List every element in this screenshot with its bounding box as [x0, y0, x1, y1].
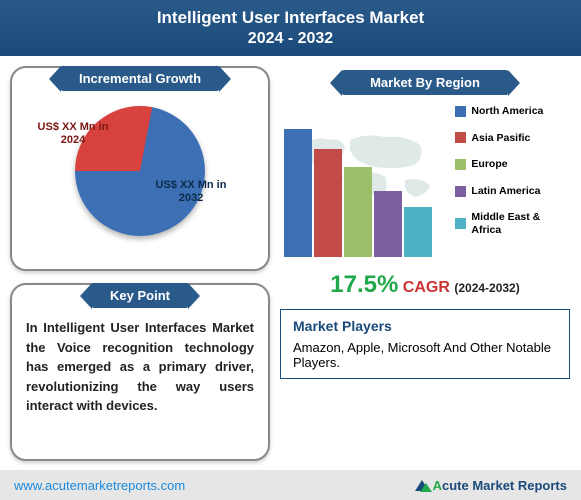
- logo-text-rest: cute Market Reports: [442, 478, 567, 493]
- pie-label-2024: US$ XX Mn in 2024: [34, 121, 112, 147]
- bar: [344, 167, 372, 257]
- cagr-percent: 17.5%: [330, 271, 398, 298]
- cagr-label: CAGR: [403, 279, 450, 296]
- legend-item: Middle East & Africa: [455, 211, 570, 236]
- legend-swatch: [455, 159, 466, 170]
- legend-swatch: [455, 218, 466, 229]
- region-ribbon: Market By Region: [342, 70, 508, 95]
- footer-logo: Acute Market Reports: [415, 478, 567, 493]
- legend-item: Asia Pasific: [455, 132, 570, 145]
- legend-label: Europe: [471, 158, 507, 171]
- header: Intelligent User Interfaces Market 2024 …: [0, 0, 581, 56]
- region-legend: North America Asia Pasific Europe Latin Ame…: [455, 105, 570, 251]
- incremental-panel: Incremental Growth US$ XX Mn in 2024 US$…: [10, 66, 270, 271]
- page-title: Intelligent User Interfaces Market: [0, 8, 581, 28]
- cagr-line: 17.5% CAGR (2024-2032): [280, 271, 570, 299]
- pie-label-2032: US$ XX Mn in 2032: [152, 179, 230, 205]
- legend-item: North America: [455, 105, 570, 118]
- bar-chart: [280, 105, 449, 265]
- keypoint-panel: Key Point In Intelligent User Interfaces…: [10, 283, 270, 461]
- incremental-ribbon: Incremental Growth: [61, 66, 219, 91]
- players-text: Amazon, Apple, Microsoft And Other Notab…: [293, 340, 557, 370]
- legend-swatch: [455, 132, 466, 143]
- players-title: Market Players: [293, 318, 557, 334]
- keypoint-ribbon: Key Point: [92, 283, 188, 308]
- legend-item: Latin America: [455, 185, 570, 198]
- bar: [374, 191, 402, 257]
- pie-chart: US$ XX Mn in 2024 US$ XX Mn in 2032: [12, 91, 268, 251]
- legend-swatch: [455, 106, 466, 117]
- logo-icon: [415, 480, 429, 491]
- keypoint-text: In Intelligent User Interfaces Market th…: [12, 308, 268, 416]
- bar: [284, 129, 312, 257]
- legend-label: Middle East & Africa: [471, 211, 570, 236]
- bars-container: [284, 129, 432, 257]
- right-column: Market By Region North America Asia Pasif…: [280, 66, 570, 473]
- players-box: Market Players Amazon, Apple, Microsoft …: [280, 309, 570, 379]
- logo-text-a: A: [433, 478, 442, 493]
- bar: [404, 207, 432, 257]
- legend-swatch: [455, 186, 466, 197]
- legend-label: Latin America: [471, 185, 540, 198]
- bar: [314, 149, 342, 257]
- year-range: 2024 - 2032: [0, 30, 581, 48]
- cagr-range: (2024-2032): [454, 281, 519, 295]
- legend-item: Europe: [455, 158, 570, 171]
- region-chart: North America Asia Pasific Europe Latin Ame…: [280, 105, 570, 265]
- footer: www.acutemarketreports.com Acute Market …: [0, 470, 581, 500]
- legend-label: Asia Pasific: [471, 132, 530, 145]
- legend-label: North America: [471, 105, 543, 118]
- main-content: Incremental Growth US$ XX Mn in 2024 US$…: [0, 56, 581, 473]
- left-column: Incremental Growth US$ XX Mn in 2024 US$…: [10, 66, 270, 473]
- footer-url[interactable]: www.acutemarketreports.com: [14, 478, 185, 493]
